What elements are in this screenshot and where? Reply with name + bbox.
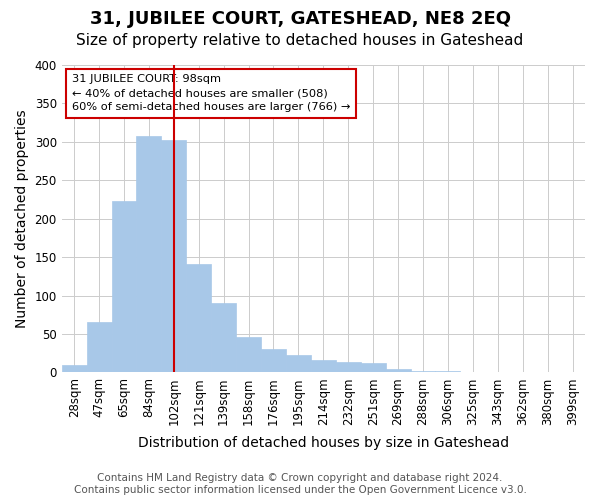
Text: 31 JUBILEE COURT: 98sqm
← 40% of detached houses are smaller (508)
60% of semi-d: 31 JUBILEE COURT: 98sqm ← 40% of detache… [72, 74, 350, 112]
Bar [112, 201, 136, 372]
Bar [236, 337, 261, 372]
Bar [336, 362, 361, 372]
Bar [361, 363, 386, 372]
Bar [261, 348, 286, 372]
X-axis label: Distribution of detached houses by size in Gateshead: Distribution of detached houses by size … [138, 436, 509, 450]
Bar [410, 371, 436, 372]
Bar [286, 354, 311, 372]
Text: Size of property relative to detached houses in Gateshead: Size of property relative to detached ho… [76, 32, 524, 48]
Text: 31, JUBILEE COURT, GATESHEAD, NE8 2EQ: 31, JUBILEE COURT, GATESHEAD, NE8 2EQ [89, 10, 511, 28]
Bar [386, 370, 410, 372]
Bar [136, 136, 161, 372]
Bar [436, 371, 460, 372]
Bar [211, 303, 236, 372]
Y-axis label: Number of detached properties: Number of detached properties [15, 110, 29, 328]
Text: Contains HM Land Registry data © Crown copyright and database right 2024.
Contai: Contains HM Land Registry data © Crown c… [74, 474, 526, 495]
Bar [62, 364, 86, 372]
Bar [186, 264, 211, 372]
Bar [161, 140, 186, 372]
Bar [311, 360, 336, 372]
Bar [86, 322, 112, 372]
